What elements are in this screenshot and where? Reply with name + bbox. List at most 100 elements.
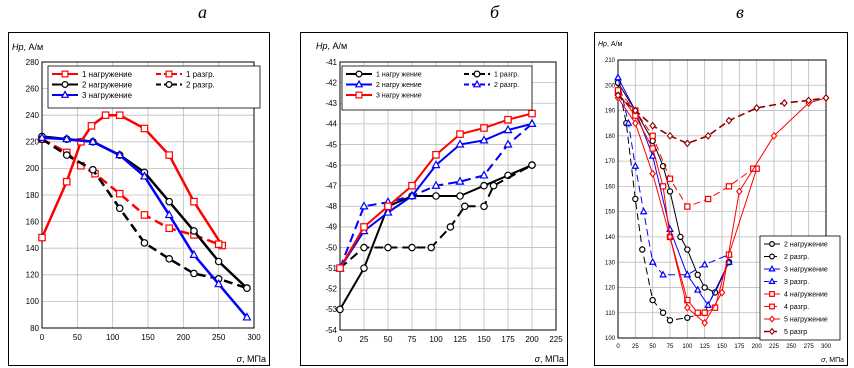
y-tick-label: 240	[26, 111, 40, 120]
data-point	[694, 271, 701, 279]
y-tick-label: 170	[605, 159, 616, 165]
x-axis-label-unit: , МПа	[242, 354, 266, 364]
legend-label: 1 разгр.	[186, 70, 215, 79]
data-point	[649, 132, 656, 140]
data-point	[684, 139, 691, 148]
data-point	[700, 260, 709, 268]
chart-b: 0 25 50 75 100 125 150 175 200 225 -54 -53 -52 -51 -50…	[300, 32, 568, 366]
legend-label: 3 нагружение	[784, 266, 828, 273]
data-point	[684, 246, 691, 253]
y-tick-label: 120	[26, 271, 40, 280]
x-tick-label: 200	[525, 335, 539, 344]
data-point	[649, 121, 656, 130]
legend-marker	[769, 253, 775, 260]
x-tick-label: 125	[453, 335, 467, 344]
y-tick-label: -45	[325, 140, 337, 149]
legend-box	[759, 235, 841, 341]
plot-area	[339, 61, 557, 331]
y-tick-label: 180	[26, 191, 40, 200]
data-point	[37, 132, 47, 141]
data-point	[38, 233, 46, 242]
data-point	[115, 204, 124, 213]
data-point	[631, 161, 640, 169]
data-point	[140, 211, 149, 219]
data-point	[455, 139, 465, 148]
x-tick-label: 150	[477, 335, 491, 344]
data-point	[666, 317, 674, 324]
data-point	[89, 165, 97, 174]
data-point	[504, 115, 512, 124]
panel-letter-a: а	[198, 2, 207, 22]
data-point	[336, 305, 344, 314]
data-point	[684, 203, 691, 210]
legend: 1 нагружение 1 разгр. 2 нагружение 2 разгр.…	[47, 65, 261, 109]
y-tick-label: -50	[325, 243, 337, 252]
data-point	[115, 111, 124, 120]
x-tick-label: 125	[700, 344, 711, 350]
data-point	[822, 93, 830, 102]
y-tick-label: 150	[605, 210, 616, 216]
legend-label: 4 разгр.	[784, 304, 809, 311]
y-tick-label: -51	[325, 264, 337, 273]
series-5	[37, 132, 252, 321]
x-tick-label: 0	[338, 335, 343, 344]
data-point	[781, 98, 788, 107]
data-point	[165, 255, 174, 263]
legend-label: 3 нагру жение	[376, 92, 422, 99]
data-point	[360, 243, 368, 252]
data-point	[659, 183, 667, 190]
legend-item: 1 нагру жение	[346, 70, 422, 78]
y-tick-label: 160	[605, 184, 616, 190]
data-point	[214, 240, 223, 249]
x-tick-label: 225	[549, 335, 563, 344]
x-tick-label: 250	[212, 333, 226, 342]
y-tick-label: 190	[605, 109, 616, 115]
data-point	[115, 189, 124, 198]
y-axis-label: Hp, А/м	[598, 41, 622, 48]
y-tick-label: -41	[325, 58, 337, 67]
data-point	[684, 303, 691, 312]
legend: 1 нагру жение 1 разгр. 2 нагру жение 2 разг…	[341, 65, 533, 111]
legend-marker	[61, 81, 69, 88]
y-tick-label: 220	[26, 138, 40, 147]
x-tick-label: 75	[667, 344, 674, 350]
y-axis-label: Hp, А/м	[12, 42, 43, 52]
x-tick-label: 0	[40, 333, 45, 342]
x-tick-label: 150	[141, 333, 155, 342]
data-point	[805, 96, 812, 105]
series-1	[38, 111, 227, 250]
data-point	[432, 192, 440, 200]
data-point	[648, 151, 657, 159]
y-tick-label: -54	[325, 326, 337, 335]
y-axis-label-unit: , А/м	[607, 41, 623, 48]
legend-item: 2 разгр.	[764, 253, 809, 261]
data-point	[62, 177, 71, 186]
legend-marker	[165, 70, 173, 78]
data-point	[725, 116, 733, 125]
x-axis-label-main: σ	[535, 354, 541, 364]
legend-item: 5 нагружение	[764, 315, 828, 323]
data-point	[164, 209, 174, 219]
data-point	[639, 207, 648, 215]
data-point	[614, 73, 622, 81]
data-point	[666, 131, 674, 140]
data-point	[456, 192, 464, 200]
data-point	[189, 249, 199, 259]
x-tick-label: 300	[247, 333, 261, 342]
legend-marker	[61, 70, 69, 78]
y-axis-label-main: Hp	[598, 41, 607, 48]
data-point	[479, 170, 489, 179]
x-tick-label: 275	[804, 344, 815, 350]
data-point	[62, 134, 72, 143]
data-point	[479, 135, 489, 144]
y-tick-label: -48	[325, 202, 337, 211]
y-tick-label: 140	[605, 235, 616, 241]
y-tick-label: -53	[325, 305, 337, 314]
legend-label: 1 нагружение	[82, 70, 133, 79]
data-point	[632, 106, 639, 115]
legend-item: 4 нагружение	[764, 291, 828, 298]
x-tick-label: 0	[616, 344, 620, 350]
x-tick-label: 100	[106, 333, 120, 342]
data-point	[427, 243, 436, 252]
data-point	[431, 159, 441, 169]
